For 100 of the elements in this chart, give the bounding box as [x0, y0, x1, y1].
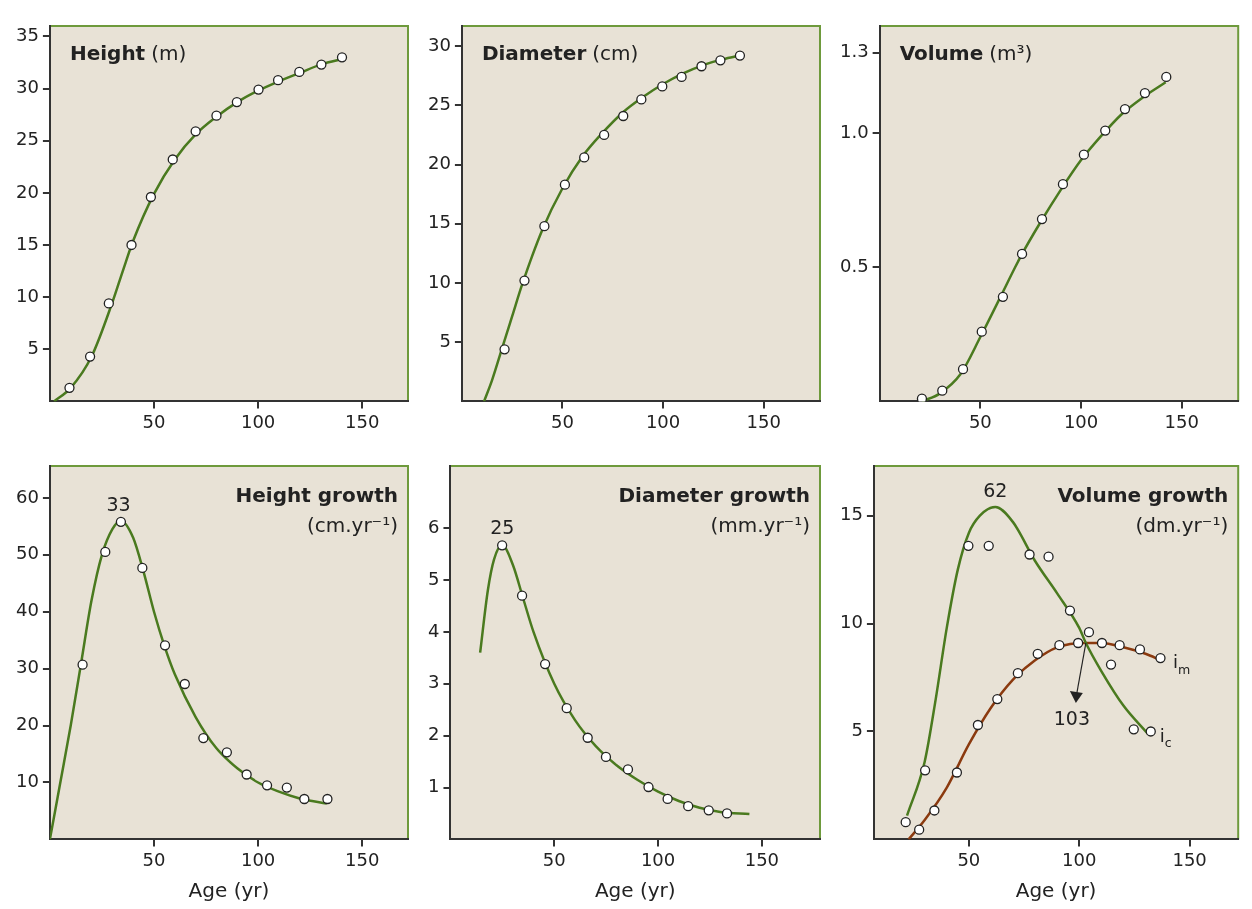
point: [937, 385, 948, 396]
point: [519, 275, 530, 286]
y-tick-label: 15: [840, 503, 863, 525]
point: [1134, 644, 1146, 655]
y-tick-label: 5: [851, 719, 863, 741]
point: [221, 747, 233, 758]
y-tick-label: 25: [16, 128, 39, 150]
point: [294, 66, 305, 78]
x-tick-label: 100: [1063, 410, 1099, 432]
annotation: 33: [106, 492, 131, 515]
point: [322, 793, 333, 805]
text: (cm): [592, 41, 639, 65]
y-tick-label: 30: [16, 656, 39, 678]
annotation: 103: [1053, 706, 1090, 729]
x-tick-label: 50: [551, 410, 574, 432]
point: [190, 126, 201, 137]
point: [1024, 549, 1035, 560]
point: [145, 191, 157, 203]
x-tick-label: 100: [640, 848, 676, 870]
point: [1105, 659, 1117, 670]
point: [179, 678, 190, 690]
point: [1155, 652, 1166, 664]
point: [198, 732, 209, 744]
point: [1012, 668, 1024, 679]
point: [676, 71, 687, 83]
x-tick-label: 100: [645, 410, 681, 432]
point: [561, 703, 572, 714]
point: [657, 81, 668, 92]
y-tick-label: 60: [16, 485, 39, 507]
y-tick-label: 10: [16, 770, 39, 792]
point: [1119, 103, 1131, 115]
point: [137, 562, 148, 574]
point: [1078, 149, 1090, 160]
y-tick-label: 5: [439, 329, 451, 351]
x-tick-label: 50: [142, 410, 166, 432]
point: [497, 540, 508, 551]
y-tick-label: 2: [428, 723, 440, 745]
x-tick-label: 150: [345, 848, 380, 870]
x-tick-label: 150: [1164, 410, 1199, 432]
y-tick-label: 20: [16, 713, 39, 735]
x-axis-title: Age (yr): [1015, 878, 1097, 903]
point: [261, 780, 273, 791]
point: [618, 110, 629, 122]
point: [231, 96, 243, 108]
y-tick-label: 5: [428, 567, 440, 589]
point: [64, 382, 75, 393]
point: [1096, 637, 1108, 649]
text: Volume growth: [1057, 483, 1229, 507]
x-tick-label: 150: [1172, 848, 1207, 870]
point: [115, 516, 127, 527]
y-tick-label: 15: [16, 232, 39, 254]
point: [916, 393, 928, 402]
y-tick-label: 3: [428, 671, 440, 693]
text: (dm.yr⁻¹): [1135, 513, 1229, 537]
point: [997, 291, 1009, 302]
point: [992, 693, 1003, 705]
x-tick-label: 50: [957, 848, 981, 870]
point: [1072, 637, 1084, 649]
x-tick-label: 150: [345, 410, 380, 432]
point: [281, 782, 292, 793]
point: [579, 152, 590, 163]
point: [643, 781, 654, 793]
point: [734, 50, 746, 61]
point: [316, 59, 327, 70]
y-tick-label: 20: [16, 180, 39, 202]
point: [1064, 605, 1076, 616]
y-tick-label: 5: [27, 336, 39, 358]
point: [1043, 551, 1054, 562]
point: [929, 805, 940, 816]
point: [715, 55, 726, 66]
point: [703, 805, 714, 816]
point: [683, 801, 694, 812]
point: [1161, 71, 1172, 83]
text: (cm.yr⁻¹): [306, 513, 398, 537]
point: [951, 767, 963, 778]
point: [77, 659, 88, 670]
point: [559, 179, 571, 190]
point: [126, 239, 137, 251]
point: [499, 344, 510, 355]
text: Diameter growth: [618, 483, 811, 507]
point: [336, 52, 348, 63]
text: (m³): [989, 41, 1033, 65]
y-tick-label: 6: [428, 515, 440, 537]
point: [167, 154, 178, 165]
point: [976, 326, 987, 337]
x-tick-label: 50: [542, 848, 566, 870]
x-tick-label: 50: [142, 848, 166, 870]
point: [696, 61, 707, 72]
y-tick-label: 15: [428, 211, 451, 233]
point: [1016, 248, 1028, 260]
y-tick-label: 25: [428, 93, 451, 115]
point: [636, 94, 647, 105]
y-tick-label: 30: [428, 33, 451, 55]
y-tick-label: 10: [840, 611, 863, 633]
point: [539, 658, 551, 670]
point: [983, 540, 994, 552]
point: [241, 769, 252, 780]
point: [600, 751, 612, 763]
x-tick-label: 100: [240, 410, 276, 432]
point: [919, 765, 931, 776]
